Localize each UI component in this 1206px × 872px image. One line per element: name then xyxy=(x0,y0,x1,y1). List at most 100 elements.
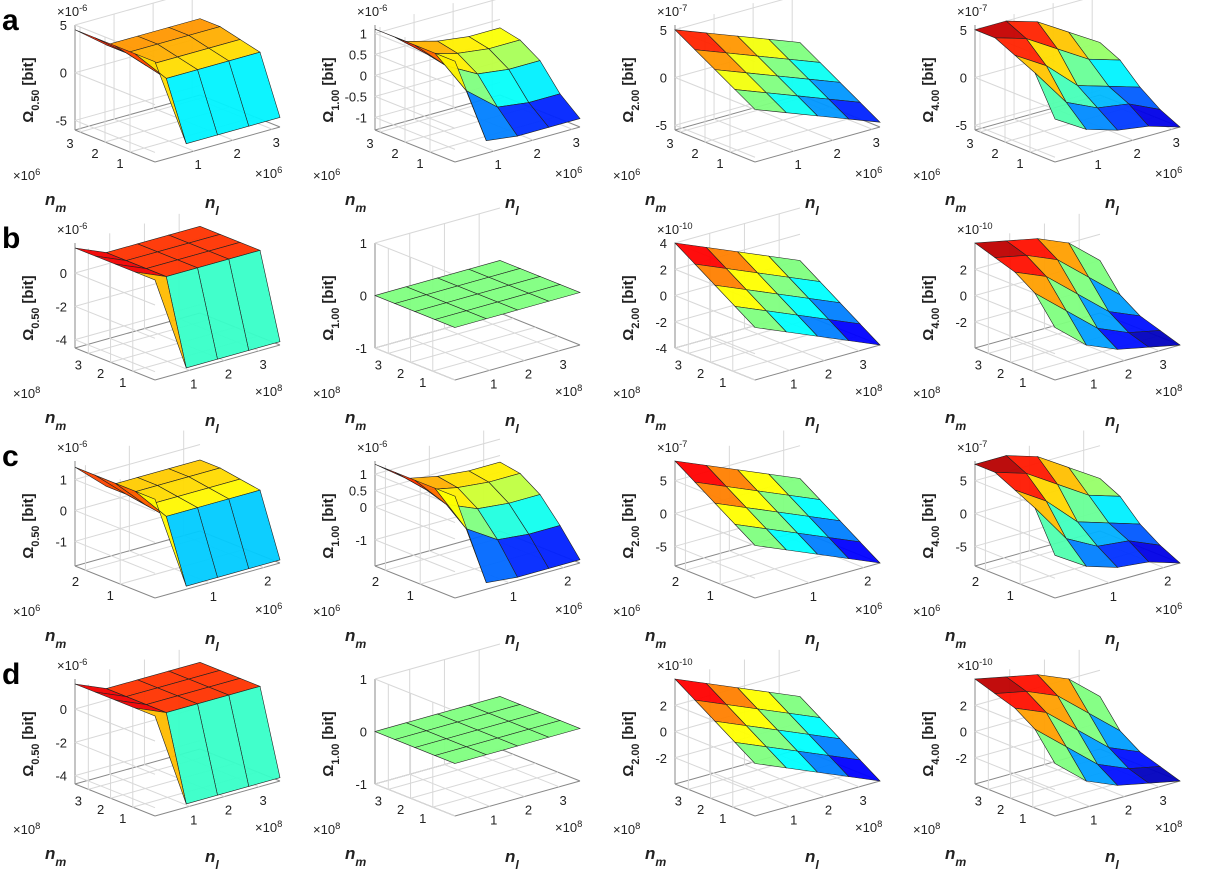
axis-line xyxy=(499,748,581,782)
z-exponent: ×10-6 xyxy=(57,439,87,455)
y-axis-label-part: m xyxy=(55,201,66,215)
z-tick-label: -5 xyxy=(955,118,967,133)
z-tick-label: -2 xyxy=(655,315,667,330)
grid-line xyxy=(74,305,156,339)
y-tick-label: 3 xyxy=(75,793,82,808)
z-exponent: ×10-6 xyxy=(57,3,87,19)
surface-patch xyxy=(1034,72,1088,130)
z-tick-label: -1 xyxy=(355,341,367,356)
x-axis-label-part: n xyxy=(1105,411,1115,430)
z-tick-label: -1 xyxy=(355,533,367,548)
y-axis-label-part: n xyxy=(45,844,55,863)
x-exponent: ×106 xyxy=(255,601,282,617)
x-exponent: ×106 xyxy=(855,601,882,617)
surface-patch xyxy=(734,305,788,333)
x-axis-label-part: n xyxy=(205,193,215,212)
x-tick-label: 2 xyxy=(864,574,871,589)
z-exponent-part: -6 xyxy=(379,3,387,13)
z-tick-label: 5 xyxy=(660,23,667,38)
z-exponent-part: ×10 xyxy=(957,658,979,673)
x-exponent-part: ×10 xyxy=(555,820,577,835)
x-tick-label: 3 xyxy=(1160,793,1167,808)
y-exponent: ×106 xyxy=(613,167,640,183)
x-axis-label-part: l xyxy=(815,858,819,872)
grid-line xyxy=(374,490,456,523)
y-exponent-part: ×10 xyxy=(913,168,935,183)
grid-line xyxy=(374,18,501,55)
y-exponent-part: 6 xyxy=(935,167,940,177)
y-tick-label: 1 xyxy=(107,588,114,603)
row-label: a xyxy=(2,4,19,37)
grid-line xyxy=(432,335,558,372)
axis-line xyxy=(1054,562,1181,599)
x-exponent-part: ×10 xyxy=(555,166,577,181)
y-tick-label: 1 xyxy=(416,156,423,171)
x-exponent-part: ×10 xyxy=(255,820,277,835)
y-axis-label-part: n xyxy=(645,190,655,209)
z-axis-label-part: 1.00 xyxy=(330,744,342,765)
z-exponent-part: -6 xyxy=(79,221,87,231)
y-exponent-part: ×10 xyxy=(313,386,335,401)
x-tick-label: 2 xyxy=(825,367,832,382)
x-axis-label-part: n xyxy=(1105,629,1115,648)
x-tick-label: 3 xyxy=(273,135,280,150)
grid-line xyxy=(374,455,501,492)
y-exponent-part: ×10 xyxy=(613,822,635,837)
x-tick-label: 2 xyxy=(525,367,532,382)
x-exponent-part: 6 xyxy=(1177,601,1182,611)
axis-line xyxy=(454,562,581,599)
z-tick-label: 0 xyxy=(960,71,967,86)
axis-line xyxy=(754,126,881,163)
z-axis-label: Ω4.00 [bit] xyxy=(920,711,942,776)
x-axis-label: nl xyxy=(205,193,219,218)
x-tick-label: 3 xyxy=(260,357,267,372)
x-axis-label: nl xyxy=(805,193,819,218)
z-exponent: ×10-6 xyxy=(57,221,87,237)
y-axis-label: nm xyxy=(45,190,66,215)
z-exponent-part: ×10 xyxy=(957,222,979,237)
y-tick-label: 2 xyxy=(91,146,98,161)
x-tick-label: 3 xyxy=(873,135,880,150)
x-axis-label-part: l xyxy=(815,640,819,654)
y-tick-label: 3 xyxy=(675,357,682,372)
y-axis-label-part: m xyxy=(955,201,966,215)
y-exponent: ×106 xyxy=(313,167,340,183)
axis-line xyxy=(74,129,156,163)
z-tick-label: -5 xyxy=(655,118,667,133)
y-tick-label: 2 xyxy=(997,802,1004,817)
z-axis-label-part: Ω xyxy=(620,765,637,777)
x-exponent: ×108 xyxy=(855,383,882,399)
x-exponent-part: ×10 xyxy=(255,166,277,181)
y-exponent: ×108 xyxy=(313,821,340,837)
z-exponent-part: ×10 xyxy=(57,658,79,673)
x-exponent-part: 6 xyxy=(277,165,282,175)
grid-line xyxy=(374,95,456,129)
z-tick-label: 0 xyxy=(660,289,667,304)
grid-line xyxy=(713,118,795,152)
y-exponent-part: ×10 xyxy=(913,822,935,837)
grid-line xyxy=(374,643,501,680)
y-tick-label: 1 xyxy=(116,156,123,171)
z-axis-label-part: Ω xyxy=(620,329,637,341)
y-tick-label: 2 xyxy=(391,146,398,161)
y-tick-label: 2 xyxy=(991,146,998,161)
z-axis-label-part: [bit] xyxy=(920,275,937,303)
z-exponent: ×10-10 xyxy=(657,657,693,673)
y-exponent-part: 6 xyxy=(335,167,340,177)
y-axis-label: nm xyxy=(645,190,666,215)
y-axis-label: nm xyxy=(645,626,666,651)
x-exponent-part: 8 xyxy=(1177,819,1182,829)
x-axis-label-part: n xyxy=(505,193,515,212)
x-exponent-part: 6 xyxy=(877,601,882,611)
z-axis-label-part: Ω xyxy=(20,329,37,341)
grid-line xyxy=(74,272,156,306)
x-tick-label: 3 xyxy=(260,793,267,808)
z-axis-label-part: Ω xyxy=(320,547,337,559)
grid-line xyxy=(1029,550,1110,584)
y-axis-label-part: n xyxy=(645,626,655,645)
z-tick-label: -2 xyxy=(955,751,967,766)
z-axis-label-part: 4.00 xyxy=(930,526,942,547)
y-exponent: ×108 xyxy=(13,385,40,401)
x-tick-label: 1 xyxy=(194,157,201,172)
